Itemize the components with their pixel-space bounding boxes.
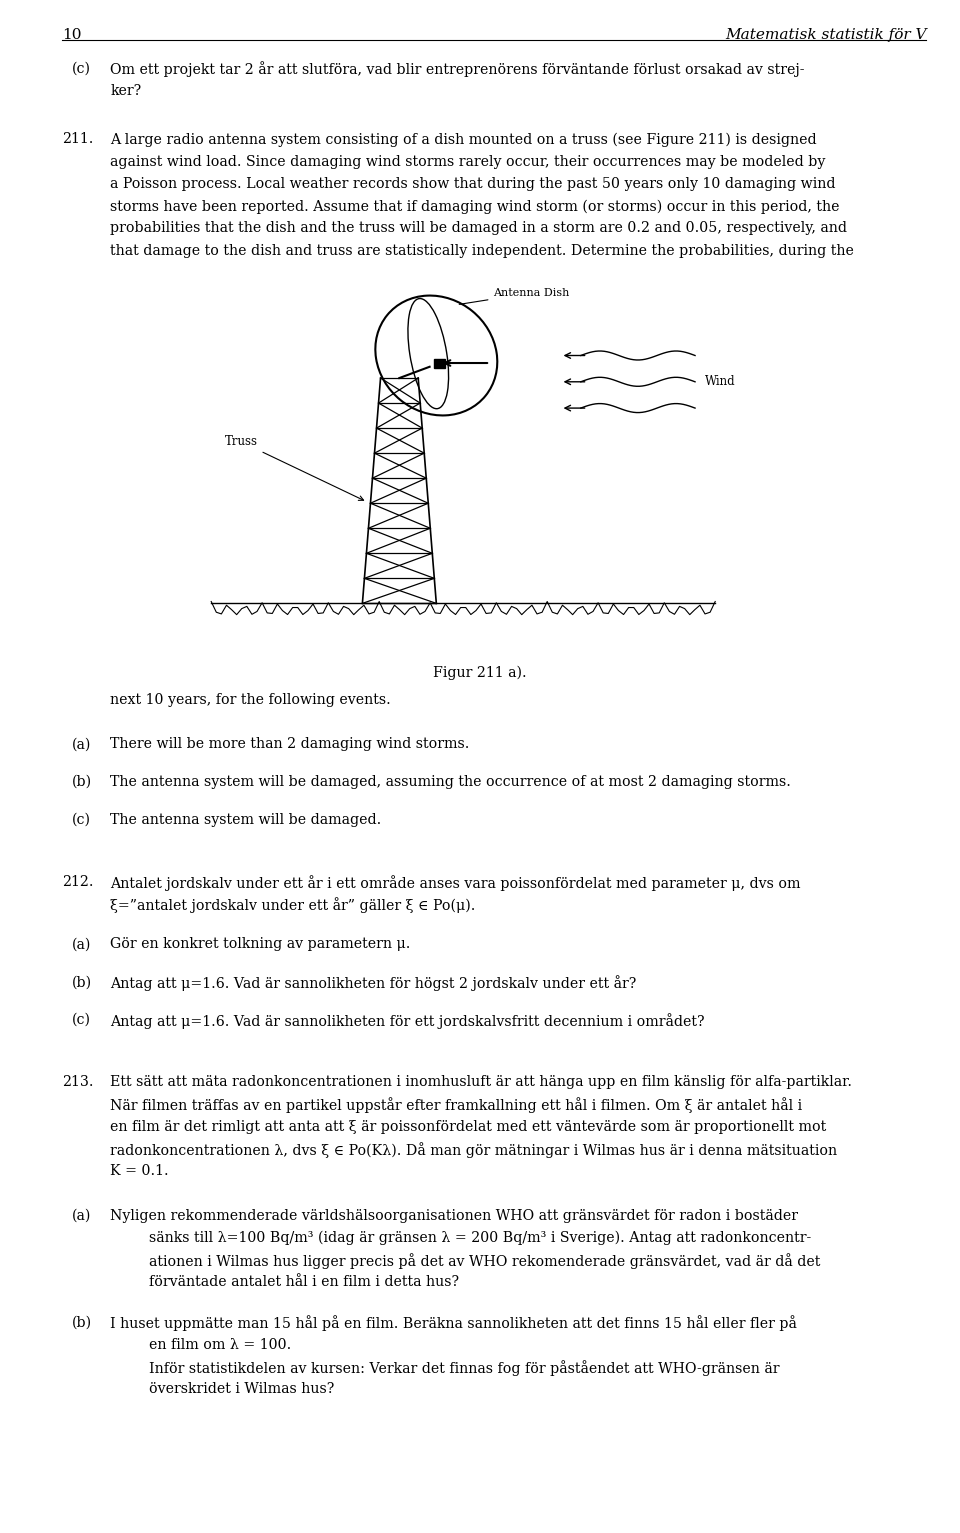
Text: 10: 10 — [62, 28, 82, 41]
Text: förväntade antalet hål i en film i detta hus?: förväntade antalet hål i en film i detta… — [149, 1275, 459, 1289]
Text: Matematisk statistik för V: Matematisk statistik för V — [725, 28, 926, 41]
Text: that damage to the dish and truss are statistically independent. Determine the p: that damage to the dish and truss are st… — [110, 244, 854, 258]
Bar — [434, 359, 445, 368]
Text: (a): (a) — [72, 737, 91, 751]
Text: The antenna system will be damaged, assuming the occurrence of at most 2 damagin: The antenna system will be damaged, assu… — [110, 776, 791, 789]
Text: ξ=”antalet jordskalv under ett år” gäller ξ ∈ Po(μ).: ξ=”antalet jordskalv under ett år” gälle… — [110, 897, 476, 914]
Text: against wind load. Since damaging wind storms rarely occur, their occurrences ma: against wind load. Since damaging wind s… — [110, 155, 826, 169]
Text: storms have been reported. Assume that if damaging wind storm (or storms) occur : storms have been reported. Assume that i… — [110, 199, 840, 213]
Text: There will be more than 2 damaging wind storms.: There will be more than 2 damaging wind … — [110, 737, 469, 751]
Text: Antag att μ=1.6. Vad är sannolikheten för ett jordskalvsfritt decennium i område: Antag att μ=1.6. Vad är sannolikheten fö… — [110, 1013, 705, 1029]
Text: (c): (c) — [72, 812, 91, 826]
Text: en film om λ = 100.: en film om λ = 100. — [149, 1338, 291, 1352]
Text: 213.: 213. — [62, 1075, 94, 1090]
Text: K = 0.1.: K = 0.1. — [110, 1164, 169, 1179]
Text: ationen i Wilmas hus ligger precis på det av WHO rekomenderade gränsvärdet, vad : ationen i Wilmas hus ligger precis på de… — [149, 1252, 820, 1269]
Text: Ett sätt att mäta radonkoncentrationen i inomhusluft är att hänga upp en film kä: Ett sätt att mäta radonkoncentrationen i… — [110, 1075, 852, 1090]
Text: (c): (c) — [72, 1013, 91, 1027]
Text: Nyligen rekommenderade världshälsoorganisationen WHO att gränsvärdet för radon i: Nyligen rekommenderade världshälsoorgani… — [110, 1208, 799, 1223]
Text: sänks till λ=100 Bq/m³ (idag är gränsen λ = 200 Bq/m³ i Sverige). Antag att rado: sänks till λ=100 Bq/m³ (idag är gränsen … — [149, 1231, 811, 1245]
Text: Antag att μ=1.6. Vad är sannolikheten för högst 2 jordskalv under ett år?: Antag att μ=1.6. Vad är sannolikheten fö… — [110, 975, 636, 992]
Text: Antenna Dish: Antenna Dish — [459, 288, 570, 305]
Text: next 10 years, for the following events.: next 10 years, for the following events. — [110, 693, 391, 707]
Text: (b): (b) — [72, 1315, 92, 1329]
Text: (a): (a) — [72, 937, 91, 952]
Text: (b): (b) — [72, 975, 92, 989]
Text: 212.: 212. — [62, 875, 94, 889]
Text: ker?: ker? — [110, 83, 141, 98]
Text: (a): (a) — [72, 1208, 91, 1223]
Text: överskridet i Wilmas hus?: överskridet i Wilmas hus? — [149, 1383, 334, 1397]
Text: Antalet jordskalv under ett år i ett område anses vara poissonfördelat med param: Antalet jordskalv under ett år i ett omr… — [110, 875, 801, 891]
Text: radonkoncentrationen λ, dvs ξ ∈ Po(Kλ). Då man gör mätningar i Wilmas hus är i d: radonkoncentrationen λ, dvs ξ ∈ Po(Kλ). … — [110, 1142, 837, 1157]
Text: (b): (b) — [72, 776, 92, 789]
Text: Figur 211 a).: Figur 211 a). — [433, 665, 527, 679]
Text: probabilities that the dish and the truss will be damaged in a storm are 0.2 and: probabilities that the dish and the trus… — [110, 221, 848, 236]
Text: Truss: Truss — [225, 435, 364, 500]
Text: Wind: Wind — [705, 376, 735, 388]
Text: en film är det rimligt att anta att ξ är poissonfördelat med ett väntevärde som : en film är det rimligt att anta att ξ är… — [110, 1119, 827, 1134]
Text: Inför statistikdelen av kursen: Verkar det finnas fog för påståendet att WHO-grä: Inför statistikdelen av kursen: Verkar d… — [149, 1360, 780, 1375]
Text: 211.: 211. — [62, 132, 94, 147]
Text: Om ett projekt tar 2 år att slutföra, vad blir entreprenörens förväntande förlus: Om ett projekt tar 2 år att slutföra, va… — [110, 61, 804, 77]
Text: När filmen träffas av en partikel uppstår efter framkallning ett hål i filmen. O: När filmen träffas av en partikel uppstå… — [110, 1098, 803, 1113]
Text: A large radio antenna system consisting of a dish mounted on a truss (see Figure: A large radio antenna system consisting … — [110, 132, 817, 147]
Text: (c): (c) — [72, 61, 91, 75]
Text: Gör en konkret tolkning av parametern μ.: Gör en konkret tolkning av parametern μ. — [110, 937, 411, 952]
Text: a Poisson process. Local weather records show that during the past 50 years only: a Poisson process. Local weather records… — [110, 176, 836, 192]
Text: I huset uppmätte man 15 hål på en film. Beräkna sannolikheten att det finns 15 h: I huset uppmätte man 15 hål på en film. … — [110, 1315, 797, 1331]
Text: The antenna system will be damaged.: The antenna system will be damaged. — [110, 812, 382, 826]
